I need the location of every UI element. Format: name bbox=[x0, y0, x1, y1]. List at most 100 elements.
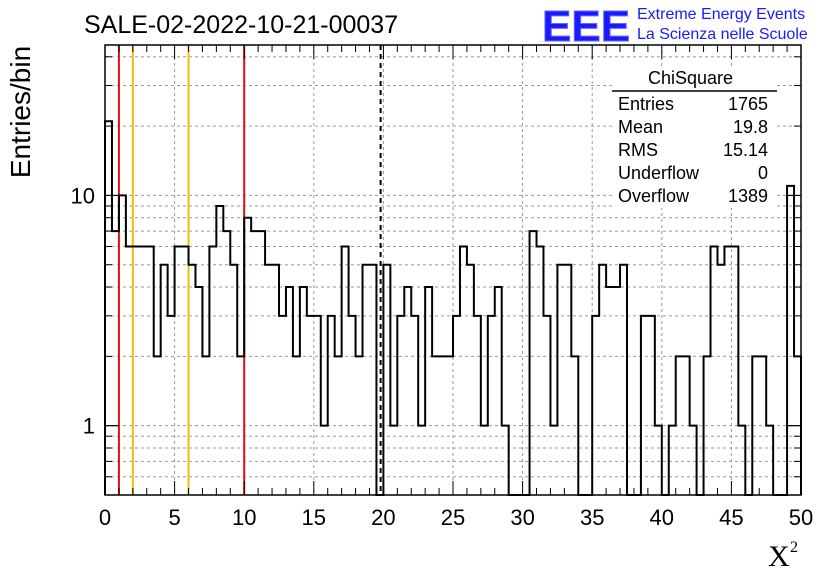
histogram-bin bbox=[404, 287, 411, 495]
histogram-bin bbox=[752, 356, 759, 495]
histogram-bin bbox=[543, 316, 550, 495]
histogram-bin bbox=[439, 356, 446, 495]
histogram-bin bbox=[202, 356, 209, 495]
stats-row-label: Mean bbox=[618, 117, 663, 137]
histogram-bin bbox=[432, 356, 439, 495]
histogram-bin bbox=[738, 426, 745, 495]
x-axis-label-main: X bbox=[768, 540, 790, 572]
histogram-bin bbox=[411, 316, 418, 495]
histogram-bin bbox=[258, 231, 265, 495]
histogram-bin bbox=[787, 186, 794, 495]
histogram-bin bbox=[648, 316, 655, 495]
y-tick-label: 1 bbox=[83, 414, 95, 439]
histogram-bin bbox=[265, 265, 272, 495]
stats-row-label: RMS bbox=[618, 140, 658, 160]
histogram-bin bbox=[599, 265, 606, 495]
histogram-bin bbox=[613, 287, 620, 495]
stats-row-label: Overflow bbox=[618, 186, 690, 206]
x-tick-label: 25 bbox=[441, 505, 465, 530]
histogram-bin bbox=[606, 287, 613, 495]
stats-box: ChiSquare Entries 1765 Mean 19.8 RMS 15.14 Unde… bbox=[612, 66, 777, 208]
x-tick-label: 15 bbox=[302, 505, 326, 530]
histogram-bin bbox=[195, 287, 202, 495]
x-tick-label: 30 bbox=[510, 505, 534, 530]
histogram-bin bbox=[119, 195, 126, 495]
histogram-bin bbox=[641, 316, 648, 495]
histogram-bin bbox=[349, 316, 356, 495]
histogram-bin bbox=[502, 426, 509, 495]
histogram-bin bbox=[676, 356, 683, 495]
histogram-bin bbox=[383, 265, 390, 495]
histogram-bin bbox=[571, 356, 578, 495]
stats-row-label: Underflow bbox=[618, 163, 700, 183]
histogram-bin bbox=[460, 246, 467, 495]
histogram-bin bbox=[759, 356, 766, 495]
histogram-bin bbox=[711, 246, 718, 495]
histogram-bin bbox=[300, 287, 307, 495]
histogram-bin bbox=[147, 246, 154, 495]
histogram-bin bbox=[126, 246, 133, 495]
histogram-bin bbox=[286, 287, 293, 495]
histogram-bin bbox=[530, 231, 537, 495]
histogram-bin bbox=[537, 246, 544, 495]
histogram-bin bbox=[724, 246, 731, 495]
x-tick-label: 0 bbox=[99, 505, 111, 530]
histogram-bin bbox=[182, 246, 189, 495]
histogram-line bbox=[104, 120, 802, 496]
histogram-bin bbox=[690, 426, 697, 495]
histogram-bin bbox=[342, 246, 349, 495]
axis-ticks: 0 5 10 15 20 25 30 35 40 45 50 1 10 bbox=[71, 45, 813, 530]
eee-logo: EEE Extreme Energy Events La Scienza nel… bbox=[542, 2, 808, 52]
histogram-bin bbox=[223, 231, 230, 495]
stats-row-value: 1389 bbox=[728, 186, 768, 206]
histogram-bin bbox=[237, 356, 244, 495]
histogram-bin bbox=[321, 426, 328, 495]
chart-title: SALE-02-2022-10-21-00037 bbox=[84, 11, 398, 39]
marker-lines bbox=[117, 45, 382, 495]
histogram-bin bbox=[272, 265, 279, 495]
histogram-bin bbox=[683, 356, 690, 495]
histogram-bin bbox=[209, 246, 216, 495]
histogram-bin bbox=[251, 231, 258, 495]
histogram-bin bbox=[105, 121, 112, 495]
histogram-bin bbox=[495, 287, 502, 495]
stats-row-value: 1765 bbox=[728, 94, 768, 114]
histogram-bin bbox=[704, 356, 711, 495]
histogram-bin bbox=[418, 426, 425, 495]
x-tick-label: 40 bbox=[650, 505, 674, 530]
histogram-bin bbox=[397, 316, 404, 495]
histogram-bin bbox=[363, 265, 370, 495]
histogram-bin bbox=[669, 426, 676, 495]
x-tick-label: 45 bbox=[719, 505, 743, 530]
x-axis-label: X 2 bbox=[768, 539, 798, 572]
histogram-bin bbox=[446, 356, 453, 495]
stats-box-title: ChiSquare bbox=[648, 68, 733, 88]
histogram-bin bbox=[314, 316, 321, 495]
x-tick-label: 20 bbox=[371, 505, 395, 530]
histogram-bin bbox=[467, 265, 474, 495]
histogram-bin bbox=[474, 316, 481, 495]
histogram-bin bbox=[307, 316, 314, 495]
histogram-series bbox=[104, 120, 802, 496]
histogram-bin bbox=[717, 265, 724, 495]
stats-row-value: 15.14 bbox=[723, 140, 768, 160]
x-tick-label: 10 bbox=[232, 505, 256, 530]
histogram-bin bbox=[230, 265, 237, 495]
histogram-bin bbox=[168, 316, 175, 495]
histogram-bin bbox=[216, 206, 223, 495]
histogram-bin bbox=[335, 356, 342, 495]
histogram-bin bbox=[140, 246, 147, 495]
histogram-bin bbox=[244, 218, 251, 495]
histogram-bin bbox=[175, 246, 182, 495]
stats-box-bg bbox=[612, 66, 777, 208]
histogram-bin bbox=[133, 246, 140, 495]
histogram-bin bbox=[620, 265, 627, 495]
x-axis-label-superscript: 2 bbox=[790, 539, 798, 556]
y-tick-label: 10 bbox=[71, 183, 95, 208]
logo-mark: EEE bbox=[542, 2, 630, 51]
histogram-bin bbox=[488, 316, 495, 495]
logo-line-1: Extreme Energy Events bbox=[637, 6, 805, 23]
histogram-bin bbox=[481, 426, 488, 495]
histogram-bin bbox=[293, 356, 300, 495]
histogram-bin bbox=[557, 265, 564, 495]
